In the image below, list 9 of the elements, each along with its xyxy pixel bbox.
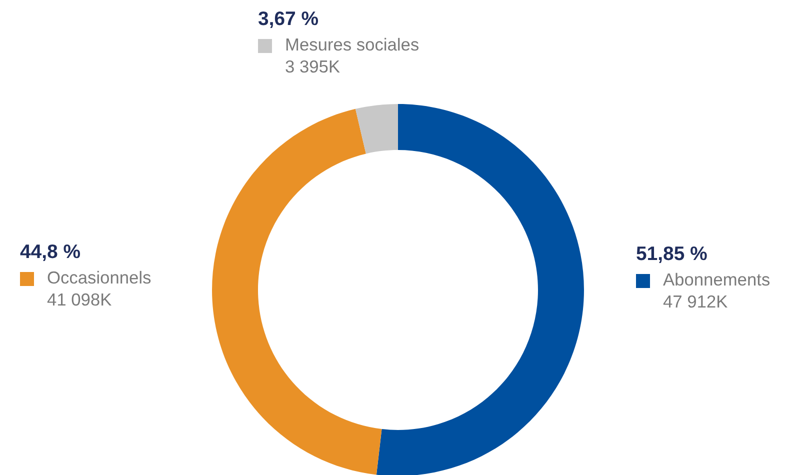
data-label: 41 098K	[47, 293, 112, 306]
legend-label: Abonnements	[663, 272, 770, 286]
data-label: 47 912K	[663, 295, 728, 308]
text: 44,8 %	[20, 244, 80, 262]
legend-label: Occasionnels	[48, 270, 151, 284]
text: 51,85 %	[636, 246, 707, 264]
text: 3,67 %	[258, 11, 318, 28]
data-label: 3 395K	[286, 60, 340, 73]
legend-label: Mesures sociales	[286, 38, 418, 51]
